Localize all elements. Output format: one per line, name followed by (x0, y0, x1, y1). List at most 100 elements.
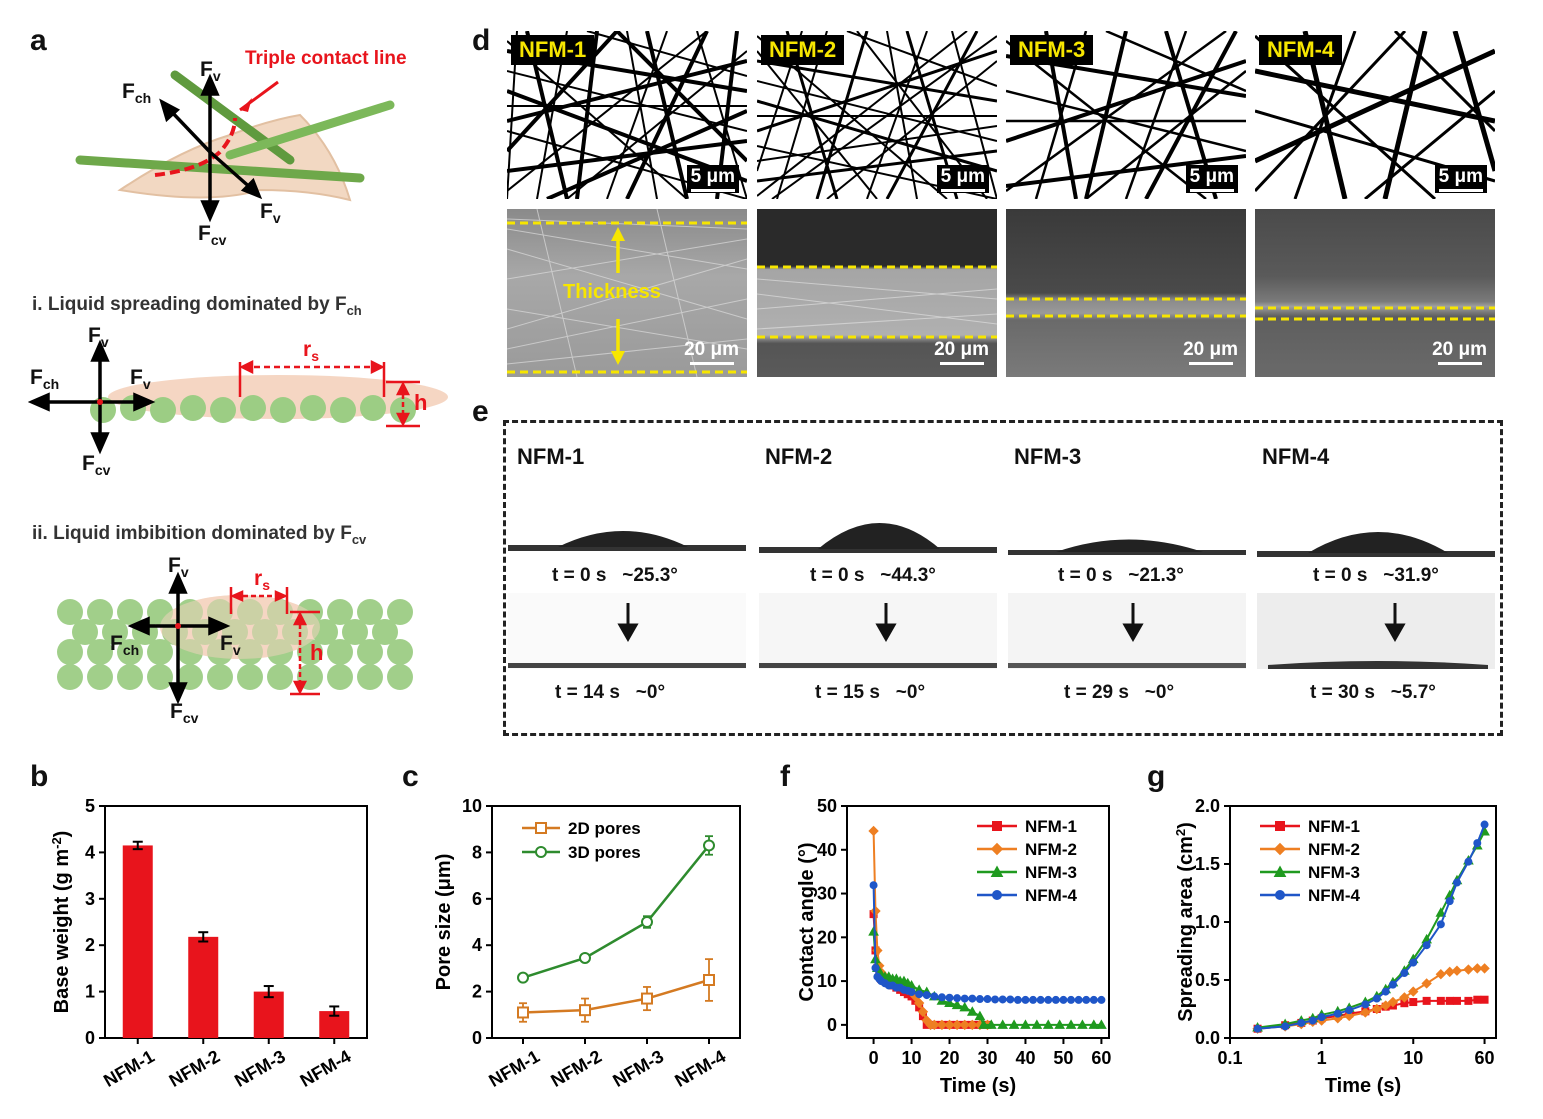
legend-marker (990, 865, 1004, 877)
data-point (1371, 1003, 1382, 1015)
data-point (1380, 1000, 1391, 1011)
e-start-nfm-3: t = 0 s ~21.3° (1058, 565, 1184, 586)
data-point (1308, 1016, 1317, 1025)
e-start-nfm-1: t = 0 s ~25.3° (552, 565, 678, 586)
subtitle-liquid-spreading: i. Liquid spreading dominated by Fch (32, 294, 362, 318)
bar-nfm-3 (253, 991, 284, 1038)
panel-label-g: g (1147, 760, 1166, 793)
bar-nfm-2 (188, 936, 219, 1038)
data-point (1473, 995, 1482, 1004)
x-tick-label: 0.1 (1217, 1048, 1242, 1068)
data-point (998, 995, 1007, 1004)
e-end-nfm-3: t = 29 s ~0° (1064, 682, 1175, 703)
legend-label: NFM-1 (1025, 817, 1077, 836)
data-point (1082, 995, 1091, 1004)
y-tick-label: 2 (85, 935, 95, 955)
data-point (1333, 1009, 1342, 1018)
scale-bar-5um: 5 μm (1434, 165, 1487, 193)
panel-label-a: a (30, 24, 47, 57)
e-start-nfm-4: t = 0 s ~31.9° (1313, 565, 1439, 586)
e-name-nfm-4: NFM-4 (1262, 444, 1330, 469)
y-axis-title: Spreading area (cm2) (1173, 822, 1198, 1022)
data-point (1435, 968, 1447, 980)
imbibition-diagram (57, 571, 413, 705)
imbibition-h: h (310, 640, 324, 665)
x-tick-label: 60 (1091, 1048, 1111, 1068)
force-label-fv-top: Fv (200, 58, 221, 85)
x-tick-label: NFM-2 (166, 1046, 224, 1091)
sem-top-nfm-4: NFM-4 5 μm (1255, 31, 1495, 199)
x-tick-label: NFM-3 (609, 1046, 667, 1091)
imbibition-fv-top: Fv (168, 554, 189, 581)
y-axis-title: Pore size (μm) (433, 854, 455, 991)
legend-marker (1275, 890, 1285, 900)
data-point (944, 1019, 955, 1031)
x-tick-label: 30 (977, 1048, 997, 1068)
data-point (1297, 1018, 1306, 1027)
tile-label-nfm-2: NFM-2 (761, 35, 845, 65)
scale-bar-20um: 20 μm (1183, 339, 1238, 365)
chart-spreading-area: 0.0 0.5 1.0 1.5 2.0 0.1 1 10 60 NFM-1 NFM-2 NFM-3 NF… (1173, 796, 1497, 1097)
y-tick-label: 50 (817, 796, 837, 816)
y-tick-label: 0 (472, 1028, 482, 1048)
plot-frame (104, 805, 368, 1039)
data-point (907, 988, 916, 997)
data-point (1409, 958, 1418, 967)
y-tick-label: 1.5 (1195, 854, 1220, 874)
plot-frame (846, 805, 1110, 1039)
legend-label: NFM-3 (1025, 863, 1077, 882)
y-tick-label: 4 (472, 935, 482, 955)
series-line-1 (522, 844, 710, 979)
data-point (983, 995, 992, 1004)
data-point (1021, 995, 1030, 1004)
data-point (1088, 1019, 1100, 1029)
legend-marker (1273, 842, 1287, 856)
data-point (997, 1019, 1009, 1029)
data-point (1400, 969, 1409, 978)
data-point (579, 1004, 591, 1017)
legend-marker (992, 821, 1002, 831)
bar-nfm-1 (122, 845, 153, 1038)
legend-marker (1273, 865, 1287, 877)
sem-top-nfm-3: NFM-3 5 μm (1006, 31, 1246, 199)
imbibition-fv-right: Fv (220, 632, 241, 659)
y-tick-label: 40 (817, 840, 837, 860)
data-point (953, 994, 962, 1003)
data-point (1097, 995, 1106, 1004)
sem-top-nfm-2: NFM-2 5 μm (757, 31, 997, 199)
data-point (1361, 1000, 1370, 1009)
data-point (703, 839, 715, 852)
x-tick-label: NFM-2 (547, 1046, 605, 1091)
tile-label-nfm-3: NFM-3 (1010, 35, 1094, 65)
data-point (1422, 996, 1431, 1005)
data-point (951, 1019, 963, 1031)
y-axis-title: Base weight (g m-2) (49, 831, 74, 1014)
data-point (922, 991, 931, 1000)
data-point (1051, 995, 1060, 1004)
legend-label: 2D pores (568, 819, 641, 838)
spreading-diagram (28, 339, 448, 455)
sem-top-nfm-1: NFM-1 5 μm (507, 31, 747, 199)
legend-label: NFM-2 (1025, 840, 1077, 859)
y-tick-label: 1.0 (1195, 912, 1220, 932)
data-point (915, 990, 924, 999)
data-point (1480, 995, 1489, 1004)
data-point (869, 881, 878, 890)
e-name-nfm-2: NFM-2 (765, 444, 833, 469)
data-point (641, 916, 653, 928)
y-tick-label: 5 (85, 796, 95, 816)
x-tick-label: 50 (1053, 1048, 1073, 1068)
y-tick-label: 0.0 (1195, 1028, 1220, 1048)
panel-a-fiber-diagram (75, 70, 395, 223)
legend-marker (1275, 821, 1285, 831)
data-point (1281, 1022, 1290, 1031)
data-point (1422, 941, 1431, 950)
data-point (929, 1019, 940, 1031)
data-point (1451, 965, 1463, 976)
data-point (517, 1006, 529, 1019)
y-tick-label: 10 (817, 971, 837, 991)
chart-base-weight: 0 1 2 3 4 5 NFM-1 NFM-2 NFM-3 NFM-4 Base weight (g… (49, 796, 368, 1091)
legend-label: 3D pores (568, 843, 641, 862)
plot-frame (491, 805, 741, 1039)
y-tick-label: 3 (85, 889, 95, 909)
